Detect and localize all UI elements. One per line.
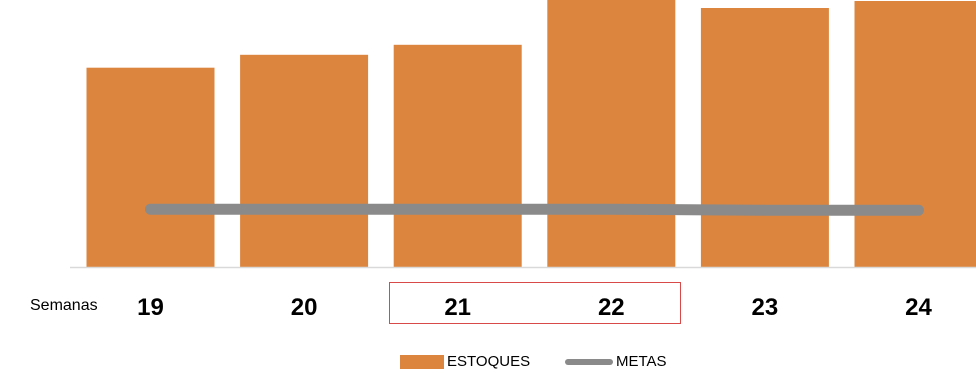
legend-label-estoques: ESTOQUES xyxy=(447,353,530,370)
bar-estoques-20 xyxy=(240,55,368,267)
x-tick-label-22: 22 xyxy=(547,294,675,322)
legend-item-estoques: ESTOQUES xyxy=(400,353,530,370)
x-tick-label-21: 21 xyxy=(394,294,522,322)
chart-plot xyxy=(0,0,976,290)
x-tick-label-24: 24 xyxy=(855,294,976,322)
legend: ESTOQUES METAS xyxy=(0,353,976,375)
legend-label-metas: METAS xyxy=(616,353,667,370)
x-tick-label-23: 23 xyxy=(701,294,829,322)
legend-swatch-metas xyxy=(565,359,613,365)
bar-estoques-19 xyxy=(87,68,215,267)
metas-series-line xyxy=(151,209,919,210)
bar-estoques-23 xyxy=(701,8,829,267)
legend-item-metas: METAS xyxy=(565,353,667,370)
x-tick-label-20: 20 xyxy=(240,294,368,322)
legend-swatch-estoques xyxy=(400,355,444,369)
bar-estoques-21 xyxy=(394,45,522,267)
bar-estoques-24 xyxy=(855,1,976,267)
x-tick-label-19: 19 xyxy=(87,294,215,322)
bar-estoques-22 xyxy=(547,0,675,267)
